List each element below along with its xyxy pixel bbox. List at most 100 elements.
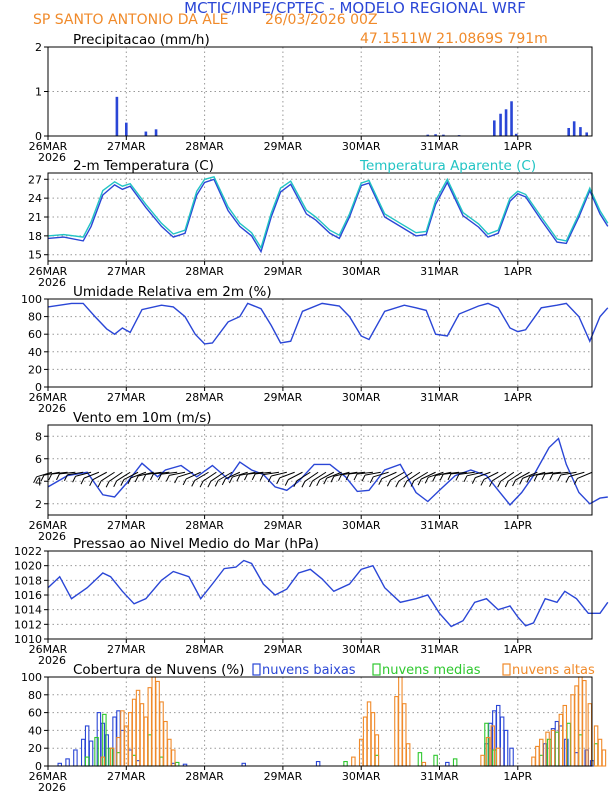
wind-barb <box>304 471 319 482</box>
y-tick-label: 20 <box>28 363 42 376</box>
bar-precipitacao <box>499 113 502 136</box>
bar-nuvens-altas <box>394 696 399 767</box>
y-tick-label: 20 <box>28 742 42 755</box>
bar-precipitacao <box>115 96 119 136</box>
wind-barb <box>194 471 209 481</box>
wind-barb <box>500 471 515 482</box>
x-tick-label: 26MAR <box>29 770 68 783</box>
bar-nuvens-baixas <box>80 738 86 767</box>
legend-swatch <box>252 663 261 676</box>
wind-barb-flag <box>323 477 328 485</box>
bar-nuvens-altas <box>163 720 168 767</box>
wind-barb-flag <box>80 477 85 485</box>
wind-barb-flag <box>207 480 212 488</box>
bar-nuvens-medias <box>84 756 90 767</box>
bar-nuvens-altas <box>143 716 149 767</box>
wind-barb-flag <box>471 477 476 484</box>
wind-barb <box>123 471 139 481</box>
wind-barb <box>364 471 381 476</box>
bar-nuvens-altas <box>601 749 607 767</box>
bar-precipitacao <box>426 134 430 136</box>
x-tick-label: 29MAR <box>264 391 303 404</box>
x-tick-label: 31MAR <box>420 140 459 153</box>
wind-barb <box>428 471 444 478</box>
bar-precipitacao <box>579 127 582 136</box>
wind-barb <box>288 471 303 481</box>
wind-barb <box>232 471 248 478</box>
y-tick-label: 2 <box>35 41 42 54</box>
x-tick-label: 28MAR <box>185 770 224 783</box>
wind-barb-flag <box>63 474 68 481</box>
wind-barb-flag <box>199 480 204 488</box>
x-tick-label: 26MAR <box>29 265 68 278</box>
wind-barb <box>217 471 233 481</box>
y-tick-label: 80 <box>28 311 42 324</box>
x-year-label: 2026 <box>38 781 66 792</box>
wind-barb-flag <box>549 473 554 481</box>
bar-nuvens-altas <box>374 734 380 767</box>
wind-barb-flag <box>174 476 179 484</box>
wind-barb <box>75 471 92 477</box>
wind-barb <box>398 471 413 482</box>
wind-barb <box>225 471 241 480</box>
wind-barb-flag <box>56 473 60 481</box>
bar-precipitacao <box>144 131 148 136</box>
wind-barb <box>381 471 397 480</box>
wind-barb <box>508 471 522 482</box>
wind-barb-flag <box>386 480 391 487</box>
wind-barb-flag <box>134 475 139 483</box>
series-line-temperatura <box>47 178 609 254</box>
y-tick-label: 1022 <box>14 545 42 558</box>
bar-nuvens-medias <box>417 752 423 767</box>
wind-barb-flag <box>417 478 422 486</box>
wind-barb <box>202 471 217 482</box>
bar-nuvens-baixas <box>65 758 70 767</box>
y-tick-label: 60 <box>28 707 42 720</box>
x-year-label: 2026 <box>38 402 66 415</box>
bar-precipitacao <box>125 122 128 136</box>
wind-barb-flag <box>149 473 154 481</box>
x-tick-label: 1APR <box>503 265 532 278</box>
x-tick-label: 29MAR <box>264 519 303 532</box>
bar-precipitacao <box>510 101 513 136</box>
y-tick-label: 1010 <box>14 633 42 646</box>
y-tick-label: 6 <box>35 453 42 466</box>
x-tick-label: 26MAR <box>29 391 68 404</box>
x-tick-label: 26MAR <box>29 519 68 532</box>
bar-nuvens-medias <box>433 754 438 767</box>
wind-barb-flag <box>504 480 509 488</box>
wind-barb-flag <box>489 480 493 487</box>
bar-nuvens-altas <box>116 736 121 767</box>
wind-barb-flag <box>293 480 298 488</box>
x-tick-label: 27MAR <box>107 265 146 278</box>
bar-nuvens-medias <box>566 722 571 767</box>
wind-barb <box>271 471 287 477</box>
series-line-vento <box>47 437 608 506</box>
x-tick-label: 30MAR <box>342 770 381 783</box>
wind-barb <box>185 471 201 480</box>
wind-barb-flag <box>33 476 38 484</box>
wind-barb-flag <box>113 480 118 488</box>
bar-nuvens-altas <box>539 738 544 767</box>
wind-barb-flag <box>353 473 358 481</box>
bar-precipitacao <box>567 127 570 136</box>
wind-barb-flag <box>259 474 264 481</box>
wind-barb <box>92 471 107 481</box>
panel-clouds: 0 20 40 60 80 100 26MAR 27MAR 28MAR 29MAR 30MAR 31M… <box>21 662 607 792</box>
legend-nuvens-baixas: nuvens baixas <box>262 663 356 678</box>
bar-nuvens-altas <box>370 712 376 767</box>
bar-nuvens-altas <box>131 698 137 767</box>
x-tick-label: 27MAR <box>107 770 146 783</box>
y-tick-label: 8 <box>35 430 42 443</box>
wind-barb-flag <box>497 481 502 488</box>
wind-barb <box>406 471 421 482</box>
panel-title: Umidade Relativa em 2m (%) <box>73 284 272 300</box>
x-tick-label: 30MAR <box>342 643 381 656</box>
wind-barb <box>36 471 53 478</box>
y-tick-label: 60 <box>28 328 42 341</box>
bar-nuvens-altas <box>366 701 372 767</box>
x-tick-label: 29MAR <box>264 643 303 656</box>
wind-barb <box>483 471 499 480</box>
wind-barb <box>255 471 272 475</box>
